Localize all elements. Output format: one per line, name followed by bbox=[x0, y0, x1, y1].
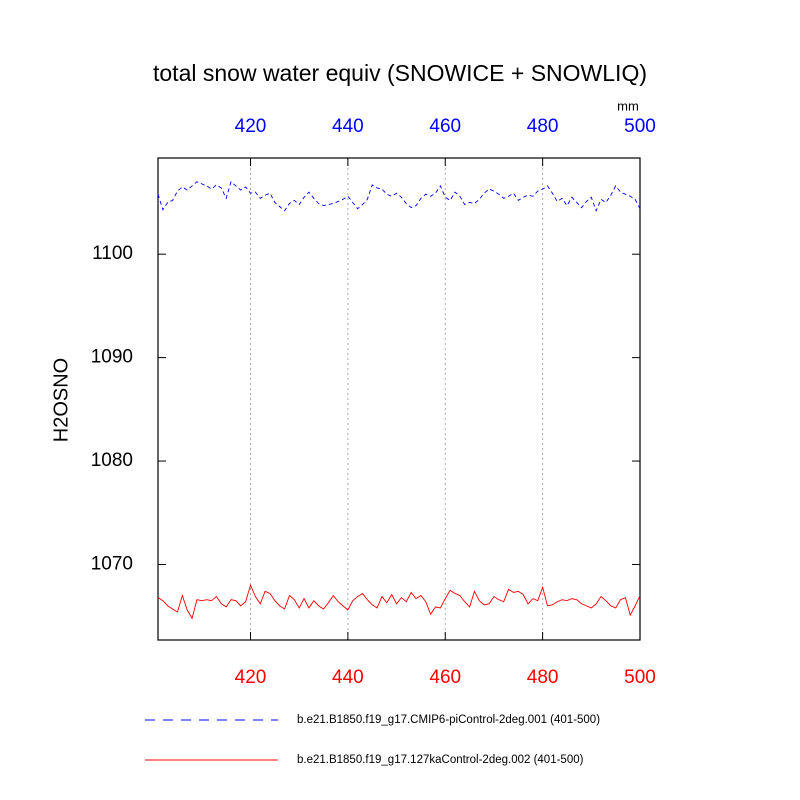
y-tick-label: 1070 bbox=[91, 554, 133, 575]
x-tick-label: 420 bbox=[235, 667, 267, 688]
data-line bbox=[157, 583, 641, 620]
y-tick-label: 1100 bbox=[92, 243, 133, 264]
x-tick-label: 460 bbox=[429, 667, 461, 688]
data-line bbox=[157, 180, 641, 212]
top-axis-label: mm bbox=[617, 98, 639, 113]
x-top-tick-label: 460 bbox=[429, 116, 461, 137]
x-top-tick-label: 480 bbox=[527, 116, 559, 137]
x-top-tick-label: 420 bbox=[235, 116, 267, 137]
x-tick-label: 480 bbox=[527, 667, 559, 688]
x-top-tick-label: 500 bbox=[624, 116, 656, 137]
x-tick-label: 440 bbox=[332, 667, 364, 688]
y-tick-label: 1090 bbox=[91, 347, 133, 368]
legend-label: b.e21.B1850.f19_g17.127kaControl-2deg.00… bbox=[297, 754, 584, 766]
x-tick-label: 500 bbox=[624, 667, 656, 688]
chart-title: total snow water equiv (SNOWICE + SNOWLI… bbox=[153, 60, 647, 86]
y-tick-label: 1080 bbox=[91, 450, 133, 471]
legend-label: b.e21.B1850.f19_g17.CMIP6-piControl-2deg… bbox=[297, 714, 600, 726]
plot-frame bbox=[157, 157, 641, 641]
y-axis-label: H2OSNO bbox=[50, 358, 72, 442]
x-top-tick-label: 440 bbox=[332, 116, 364, 137]
